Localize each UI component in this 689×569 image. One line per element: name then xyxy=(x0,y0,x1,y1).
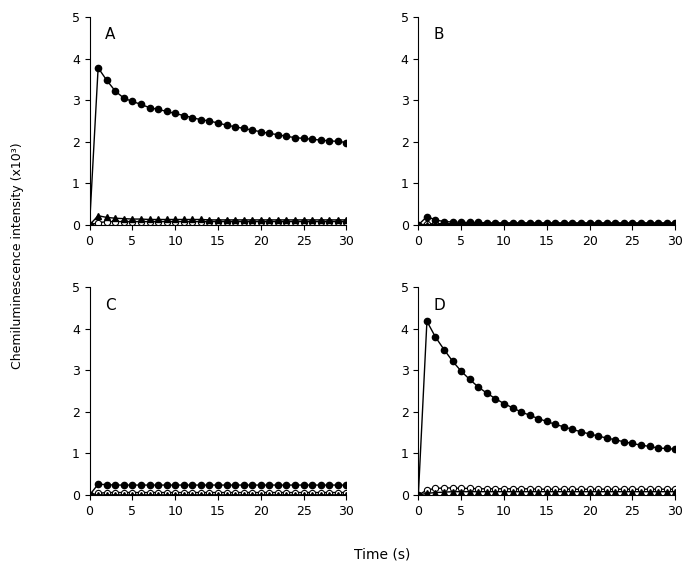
Text: D: D xyxy=(434,298,446,312)
Text: Time (s): Time (s) xyxy=(354,548,411,562)
Text: Chemiluminescence intensity (x10³): Chemiluminescence intensity (x10³) xyxy=(11,143,23,369)
Text: B: B xyxy=(434,27,444,43)
Text: A: A xyxy=(105,27,115,43)
Text: C: C xyxy=(105,298,116,312)
